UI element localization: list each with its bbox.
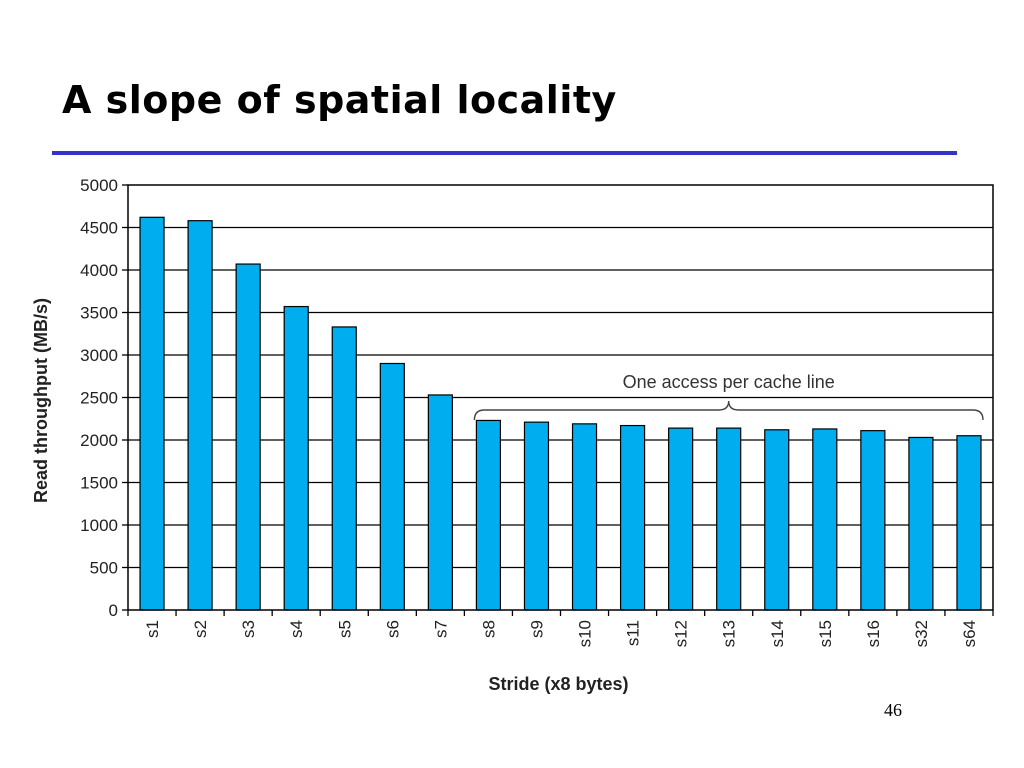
y-tick-label: 3000 bbox=[80, 346, 118, 365]
x-tick-label: s16 bbox=[864, 620, 883, 647]
x-tick-label: s12 bbox=[672, 620, 691, 647]
bar-s15 bbox=[812, 428, 838, 611]
bar-s2 bbox=[187, 220, 213, 611]
y-axis-title: Read throughput (MB/s) bbox=[31, 298, 51, 503]
bar-s14 bbox=[764, 429, 790, 611]
x-tick-label: s5 bbox=[335, 620, 354, 638]
bar-s13 bbox=[716, 427, 742, 611]
y-tick-label: 0 bbox=[109, 601, 118, 620]
bar-s11 bbox=[619, 424, 646, 611]
y-tick-label: 4000 bbox=[80, 261, 118, 280]
x-tick-label: s15 bbox=[816, 620, 835, 647]
page-number: 46 bbox=[884, 700, 902, 720]
bar-s10 bbox=[571, 423, 598, 611]
x-tick-label: s3 bbox=[239, 620, 258, 638]
bar-s32 bbox=[908, 436, 934, 611]
y-tick-label: 2500 bbox=[80, 389, 118, 408]
y-tick-label: 1500 bbox=[80, 474, 118, 493]
x-tick-label: s2 bbox=[191, 620, 210, 638]
bar-s7 bbox=[427, 394, 453, 611]
x-tick-label: s7 bbox=[431, 620, 450, 638]
x-tick-label: s32 bbox=[912, 620, 931, 647]
bars bbox=[139, 216, 982, 611]
x-tick-label: s4 bbox=[287, 620, 306, 638]
bar-s8 bbox=[475, 419, 502, 611]
y-tick-label: 5000 bbox=[80, 176, 118, 195]
x-tick-label: s10 bbox=[576, 620, 595, 647]
x-tick-label: s14 bbox=[768, 620, 787, 647]
annotation-label: One access per cache line bbox=[623, 372, 835, 392]
y-tick-label: 2000 bbox=[80, 431, 118, 450]
bar-s1 bbox=[139, 216, 165, 611]
bar-s64 bbox=[956, 435, 982, 611]
bar-s12 bbox=[668, 427, 694, 611]
bar-s5 bbox=[331, 326, 357, 611]
x-tick-label: s6 bbox=[383, 620, 402, 638]
x-tick-label: s64 bbox=[960, 620, 979, 647]
bar-s6 bbox=[379, 362, 405, 611]
y-tick-label: 1000 bbox=[80, 516, 118, 535]
bar-s4 bbox=[283, 305, 309, 611]
labels: 0 500 1000 1500 2000 2500 3000 3500 4000 4500 5000… bbox=[31, 176, 984, 694]
annotation-brace bbox=[473, 400, 984, 421]
title-divider bbox=[52, 151, 957, 155]
bar-s9 bbox=[523, 421, 550, 611]
axes bbox=[122, 184, 994, 616]
slide-title: A slope of spatial locality bbox=[62, 78, 617, 122]
gridlines bbox=[128, 226, 993, 569]
bar-s3 bbox=[235, 263, 261, 611]
x-axis-title: Stride (x8 bytes) bbox=[488, 674, 628, 694]
x-tick-label: s9 bbox=[527, 620, 546, 638]
x-tick-label: s11 bbox=[624, 620, 643, 646]
y-tick-label: 500 bbox=[90, 559, 118, 578]
y-tick-label: 4500 bbox=[80, 219, 118, 238]
bar-s16 bbox=[860, 430, 886, 611]
x-tick-label: s8 bbox=[479, 620, 498, 638]
x-tick-label: s1 bbox=[143, 620, 162, 638]
x-tick-label: s13 bbox=[720, 620, 739, 647]
y-tick-label: 3500 bbox=[80, 304, 118, 323]
